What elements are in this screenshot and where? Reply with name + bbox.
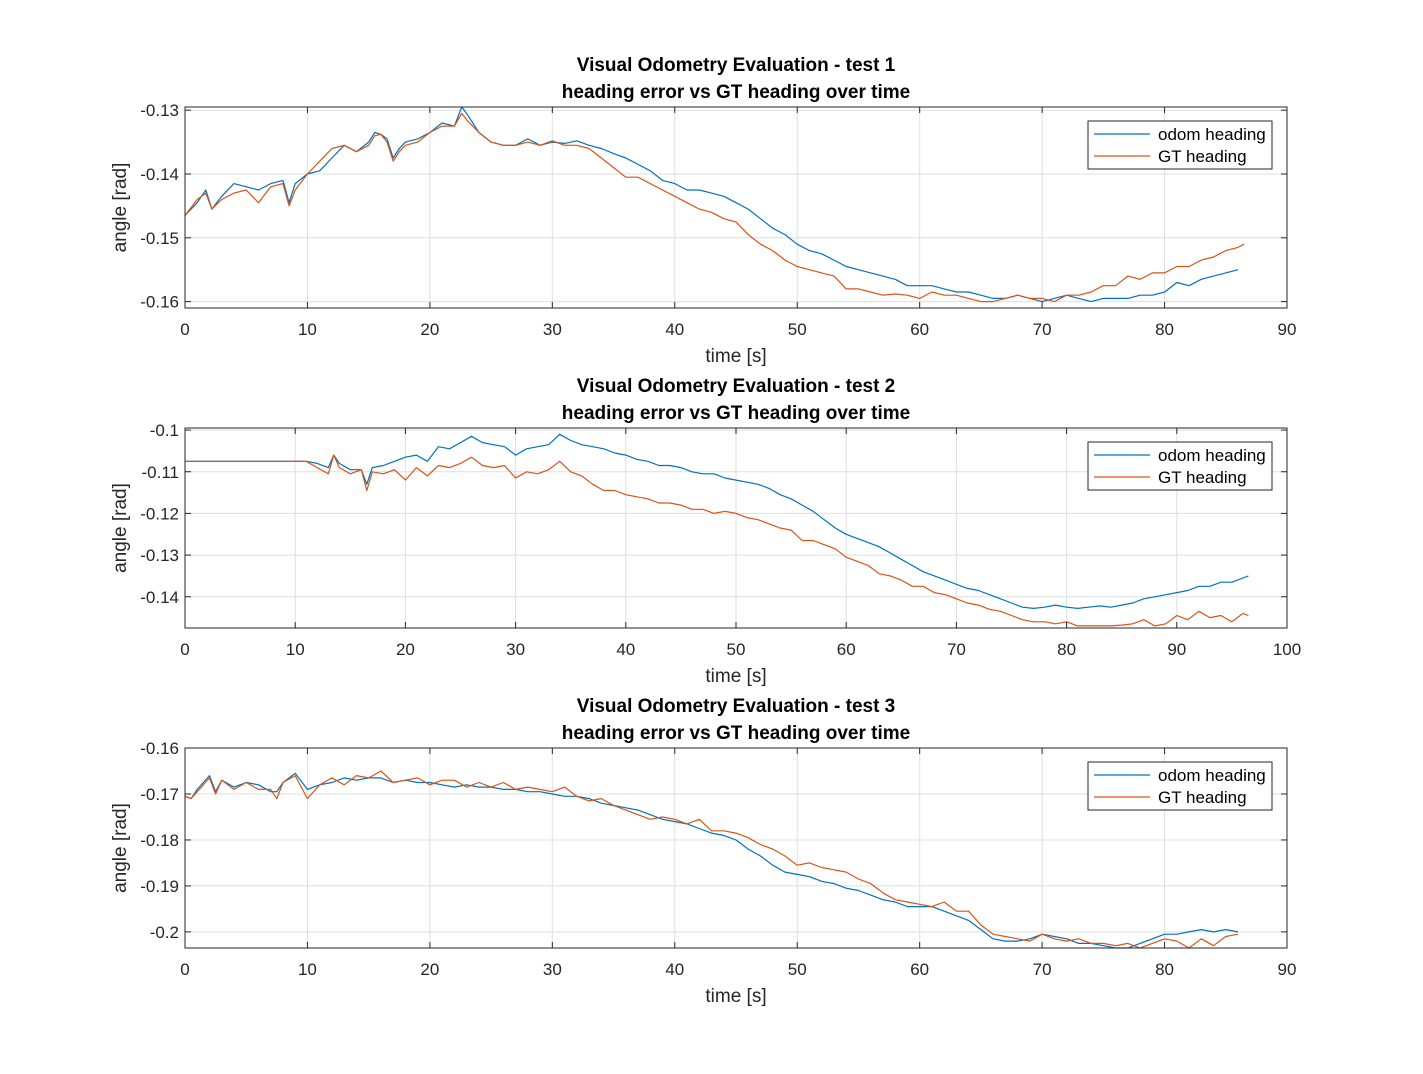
y-tick-label: -0.16: [140, 293, 179, 312]
legend-box: [1087, 441, 1273, 491]
x-tick-label: 100: [1273, 640, 1301, 659]
x-tick-label: 10: [298, 320, 317, 339]
y-tick-label: -0.11: [142, 463, 180, 482]
chart-panel-2: 0 10 20 30 40 50 60 70 80 90 100 -0.1 -0.11 -0.12 -0.1…: [110, 376, 1301, 687]
x-tick-label: 40: [665, 960, 684, 979]
y-tick-label: -0.1: [150, 421, 179, 440]
x-tick-label: 30: [543, 320, 562, 339]
x-tick-label: 20: [396, 640, 415, 659]
x-tick-label: 0: [180, 960, 189, 979]
x-tick-label: 50: [727, 640, 746, 659]
chart-subtitle: heading error vs GT heading over time: [562, 82, 910, 103]
axes-box: [184, 747, 1288, 949]
series-line-odom-heading: [185, 433, 1249, 610]
x-axis-label: time [s]: [705, 986, 766, 1007]
x-tick-label: 70: [947, 640, 966, 659]
series-line-gt-heading: [184, 112, 1245, 303]
x-tick-label: 10: [286, 640, 305, 659]
x-tick-label: 20: [420, 320, 439, 339]
x-tick-label: 20: [420, 960, 439, 979]
y-tick-label: -0.16: [140, 739, 179, 758]
legend-box: [1087, 120, 1273, 170]
x-tick-label: 80: [1155, 960, 1174, 979]
chart-subtitle: heading error vs GT heading over time: [562, 723, 910, 744]
legend-label: GT heading: [1158, 468, 1247, 487]
x-tick-label: 90: [1278, 320, 1297, 339]
x-tick-label: 0: [180, 320, 189, 339]
legend: odom heading GT heading: [1087, 441, 1273, 491]
legend-label: GT heading: [1158, 147, 1247, 166]
series-line-gt-heading: [184, 770, 1239, 949]
chart-panel-3: 0 10 20 30 40 50 60 70 80 90 -0.16 -0.17 -0.18 -0.19 -…: [110, 696, 1296, 1007]
legend-label: GT heading: [1158, 788, 1247, 807]
y-tick-label: -0.17: [140, 785, 179, 804]
y-tick-label: -0.19: [140, 877, 179, 896]
legend-label: odom heading: [1158, 446, 1266, 465]
x-tick-label: 10: [298, 960, 317, 979]
x-tick-label: 50: [788, 320, 807, 339]
y-tick-label: -0.13: [140, 546, 179, 565]
x-tick-label: 50: [788, 960, 807, 979]
y-tick-label: -0.15: [140, 229, 179, 248]
y-axis-label: angle [rad]: [110, 803, 131, 893]
x-tick-label: 60: [910, 320, 929, 339]
x-axis-label: time [s]: [705, 666, 766, 687]
chart-title: Visual Odometry Evaluation - test 1: [577, 55, 896, 76]
y-tick-label: -0.13: [140, 101, 179, 120]
x-tick-label: 40: [665, 320, 684, 339]
chart-subtitle: heading error vs GT heading over time: [562, 403, 910, 424]
x-tick-label: 70: [1033, 960, 1052, 979]
chart-title: Visual Odometry Evaluation - test 2: [577, 376, 896, 397]
legend-label: odom heading: [1158, 766, 1266, 785]
x-tick-label: 90: [1278, 960, 1297, 979]
legend-box: [1087, 761, 1273, 811]
x-tick-label: 30: [543, 960, 562, 979]
x-axis-label: time [s]: [705, 346, 766, 367]
y-axis-label: angle [rad]: [110, 163, 131, 253]
x-tick-label: 0: [180, 640, 189, 659]
x-tick-label: 30: [506, 640, 525, 659]
x-tick-label: 70: [1033, 320, 1052, 339]
series-line-gt-heading: [185, 454, 1249, 627]
chart-title: Visual Odometry Evaluation - test 3: [577, 696, 896, 717]
x-tick-label: 90: [1167, 640, 1186, 659]
x-tick-label: 40: [616, 640, 635, 659]
axes-box: [184, 106, 1288, 309]
x-tick-label: 60: [837, 640, 856, 659]
legend: odom heading GT heading: [1087, 761, 1273, 811]
chart-panel-1: 0 10 20 30 40 50 60 70 80 90 -0.13 -0.14 -0.15 -0.16 V…: [110, 55, 1296, 367]
y-tick-label: -0.14: [140, 588, 179, 607]
y-tick-label: -0.18: [140, 831, 179, 850]
y-tick-label: -0.2: [150, 923, 179, 942]
legend: odom heading GT heading: [1087, 120, 1273, 170]
series-line-odom-heading: [184, 772, 1239, 949]
legend-label: odom heading: [1158, 125, 1266, 144]
y-axis-label: angle [rad]: [110, 483, 131, 573]
x-tick-label: 80: [1057, 640, 1076, 659]
y-tick-label: -0.14: [140, 165, 179, 184]
x-tick-label: 60: [910, 960, 929, 979]
x-tick-label: 80: [1155, 320, 1174, 339]
y-tick-label: -0.12: [140, 504, 179, 523]
